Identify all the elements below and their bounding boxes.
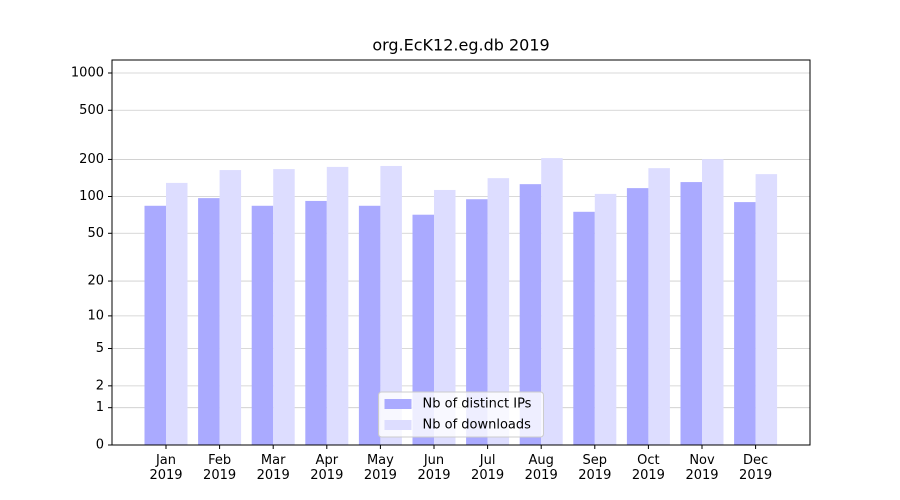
legend-swatch [384,420,412,430]
legend-swatch [384,399,412,409]
bar [541,158,563,445]
y-tick-label: 100 [79,189,104,204]
bar [358,205,381,445]
y-tick-label: 200 [79,152,104,167]
bar [166,182,188,446]
bar [434,189,456,445]
bar [412,214,434,445]
x-tick-label: Nov 2019 [685,453,719,483]
bar [305,200,327,445]
y-tick-label: 1 [96,400,104,415]
x-tick-label: Feb 2019 [203,453,237,483]
y-tick-label: 50 [87,226,104,241]
y-tick-label: 500 [79,103,104,118]
bar [380,165,402,445]
y-tick-label: 0 [96,438,104,453]
bar [680,182,702,445]
x-tick-label: Dec 2019 [739,453,773,483]
y-tick-label: 20 [87,274,104,289]
y-tick-label: 2 [96,378,104,393]
y-tick-label: 5 [96,341,104,356]
x-tick-label: May 2019 [363,453,397,483]
x-tick-label: Jun 2019 [417,453,451,483]
y-tick-label: 10 [87,308,104,323]
bar [573,211,595,445]
x-tick-label: Apr 2019 [310,453,344,483]
y-tick-label: 1000 [71,65,104,80]
bar [219,170,242,445]
x-tick-label: Jul 2019 [471,453,505,483]
x-tick-label: Jan 2019 [149,453,183,483]
bar [734,202,756,445]
bar [626,188,649,445]
bar [326,166,349,446]
bar [648,168,670,445]
bar [487,178,510,446]
chart-title: org.EcK12.eg.db 2019 [372,36,549,55]
bar [755,174,778,445]
x-tick-label: Sep 2019 [578,453,612,483]
bar [144,205,166,445]
bar [466,199,488,445]
x-tick-label: Oct 2019 [631,453,665,483]
x-tick-label: Mar 2019 [256,453,290,483]
legend-label: Nb of downloads [423,418,532,433]
bar [519,184,542,445]
bar [251,205,274,445]
bar [594,193,617,445]
legend-box [378,391,544,438]
x-tick-label: Aug 2019 [524,453,558,483]
plot-frame [111,59,811,446]
legend-label: Nb of distinct IPs [423,397,532,412]
bar [273,169,295,445]
bar [198,198,220,445]
bar [702,159,724,445]
